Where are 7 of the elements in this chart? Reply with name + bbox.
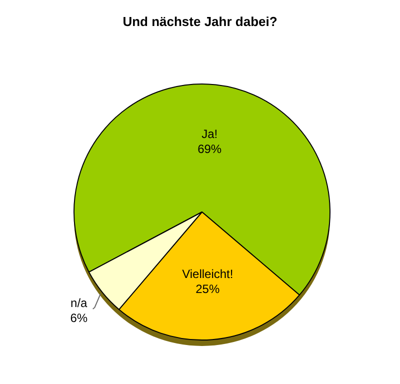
data-label: 25% xyxy=(196,282,220,296)
slice-label: n/a xyxy=(70,296,88,310)
data-label: 69% xyxy=(198,142,222,156)
data-label: 6% xyxy=(70,311,88,326)
chart-title: Und nächste Jahr dabei? xyxy=(122,14,278,29)
slice-label: Vielleicht! xyxy=(182,267,234,282)
slice-label: Ja! xyxy=(202,127,218,142)
